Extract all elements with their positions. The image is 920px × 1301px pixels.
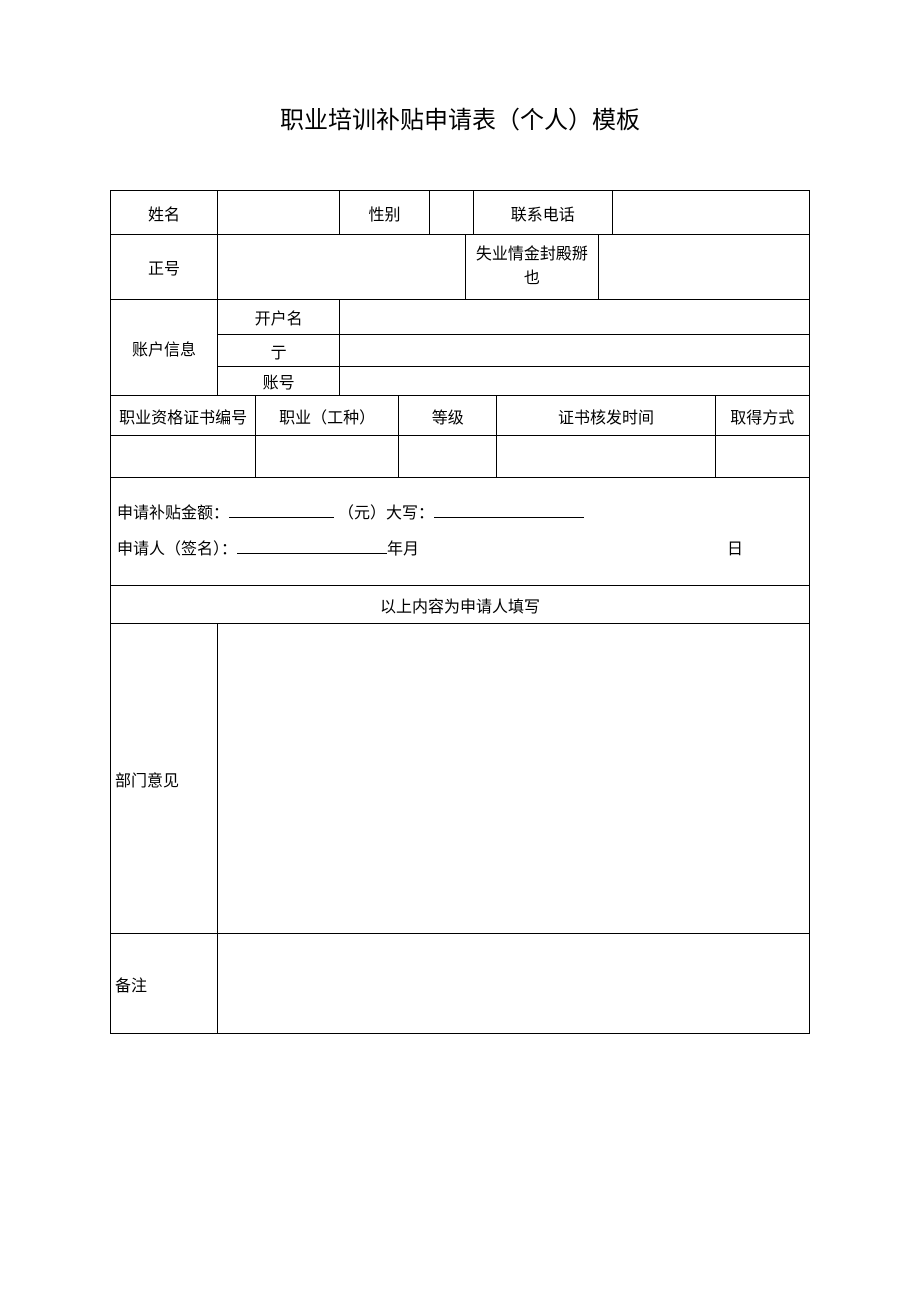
account-name-label: 开户名 bbox=[217, 300, 339, 335]
level-value bbox=[398, 436, 497, 478]
level-label: 等级 bbox=[398, 396, 497, 436]
phone-value bbox=[612, 191, 809, 235]
cert-no-label: 职业资格证书编号 bbox=[111, 396, 256, 436]
application-form-table: 姓名 性别 联系电话 正号 失业情金封殿掰也 账户信息 开户名 亍 账号 职业资… bbox=[110, 190, 810, 1034]
remark-value bbox=[217, 934, 809, 1034]
dept-opinion-label: 部门意见 bbox=[111, 624, 218, 934]
remark-label: 备注 bbox=[111, 934, 218, 1034]
account-info-label: 账户信息 bbox=[111, 300, 218, 396]
amount-suffix: （元）大写： bbox=[338, 505, 434, 522]
amount-blank bbox=[229, 502, 334, 518]
unemployment-value bbox=[598, 235, 809, 300]
year-month-label: 年月 bbox=[387, 541, 419, 558]
id-value bbox=[217, 235, 465, 300]
bank-value bbox=[340, 335, 810, 367]
divider-note: 以上内容为申请人填写 bbox=[111, 586, 810, 624]
account-no-value bbox=[340, 367, 810, 396]
gender-value bbox=[429, 191, 473, 235]
method-label: 取得方式 bbox=[715, 396, 809, 436]
job-value bbox=[256, 436, 399, 478]
account-name-value bbox=[340, 300, 810, 335]
name-value bbox=[217, 191, 339, 235]
day-label: 日 bbox=[727, 532, 743, 567]
signature-block: 申请补贴金额： （元）大写： 申请人（签名）： 年月 日 bbox=[111, 478, 810, 586]
phone-label: 联系电话 bbox=[473, 191, 612, 235]
signer-prefix: 申请人（签名）： bbox=[117, 541, 237, 558]
issue-date-label: 证书核发时间 bbox=[497, 396, 715, 436]
amount-prefix: 申请补贴金额： bbox=[117, 505, 229, 522]
cert-no-value bbox=[111, 436, 256, 478]
dept-opinion-value bbox=[217, 624, 809, 934]
job-label: 职业（工种） bbox=[256, 396, 399, 436]
signer-blank bbox=[237, 538, 387, 554]
issue-date-value bbox=[497, 436, 715, 478]
page-title: 职业培训补贴申请表（个人）模板 bbox=[110, 100, 810, 135]
gender-label: 性别 bbox=[340, 191, 429, 235]
bank-label: 亍 bbox=[217, 335, 339, 367]
unemployment-label: 失业情金封殿掰也 bbox=[466, 235, 599, 300]
name-label: 姓名 bbox=[111, 191, 218, 235]
account-no-label: 账号 bbox=[217, 367, 339, 396]
id-label: 正号 bbox=[111, 235, 218, 300]
method-value bbox=[715, 436, 809, 478]
amount-caps-blank bbox=[434, 502, 584, 518]
